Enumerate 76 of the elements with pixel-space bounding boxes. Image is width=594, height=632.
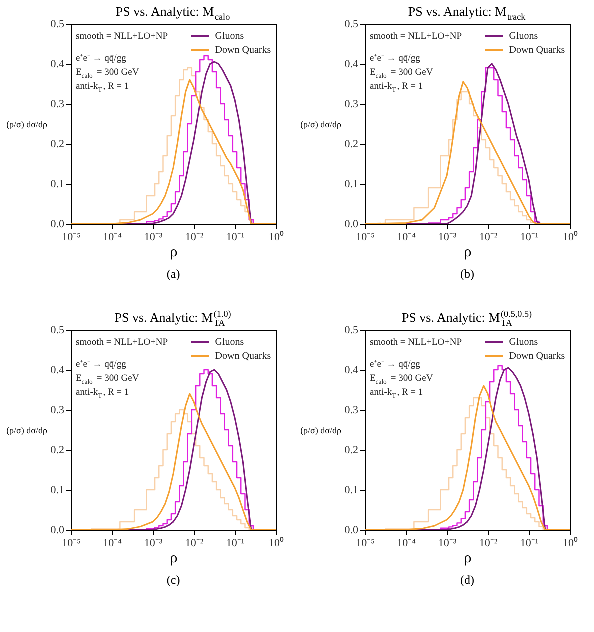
y-tick-label: 0.1 xyxy=(344,178,358,190)
text: (d) xyxy=(460,573,475,587)
annotation: e⁺e⁻ → qq̄/gg xyxy=(370,360,421,370)
x-tick-label: 10⁻³ xyxy=(144,232,164,244)
x-tick-label: 10⁰ xyxy=(269,536,284,550)
x-tick-label: 10⁻² xyxy=(479,232,498,244)
x-tick-label: 10⁻² xyxy=(185,538,204,550)
x-axis-title: ρ xyxy=(464,550,472,566)
legend-label: Gluons xyxy=(509,337,538,348)
y-tick-label: 0.5 xyxy=(50,18,65,30)
x-tick-label: 10⁻¹ xyxy=(520,538,539,550)
y-tick-label: 0.1 xyxy=(50,178,64,190)
text: (b) xyxy=(460,267,475,281)
y-tick-label: 0.5 xyxy=(50,324,65,336)
y-tick-label: 0.3 xyxy=(50,404,65,416)
y-tick-label: 0.4 xyxy=(344,58,359,70)
x-axis-title: ρ xyxy=(464,244,472,260)
x-tick-label: 10⁻⁴ xyxy=(397,538,416,550)
legend-label: Down Quarks xyxy=(509,45,566,56)
y-tick-label: 0.3 xyxy=(344,98,359,110)
y-tick-label: 0.2 xyxy=(344,138,358,150)
legend-label: Gluons xyxy=(509,31,538,42)
y-tick-label: 0.2 xyxy=(50,444,64,456)
y-tick-label: 0.0 xyxy=(50,524,65,536)
annotation: smooth = NLL+LO+NP xyxy=(370,338,462,348)
y-axis-title: (ρ/σ) dσ/dρ xyxy=(6,120,48,130)
annotation: e⁺e⁻ → qq̄/gg xyxy=(76,360,127,370)
x-tick-label: 10⁻⁵ xyxy=(62,232,82,244)
annotation: smooth = NLL+LO+NP xyxy=(76,32,168,42)
y-tick-label: 0.3 xyxy=(50,98,65,110)
x-tick-label: 10⁻³ xyxy=(438,232,458,244)
x-tick-label: 10⁰ xyxy=(563,536,578,550)
text: (c) xyxy=(166,573,180,587)
x-axis-title: ρ xyxy=(170,244,178,260)
y-tick-label: 0.2 xyxy=(344,444,358,456)
x-axis-title: ρ xyxy=(170,550,178,566)
y-axis-title: (ρ/σ) dσ/dρ xyxy=(300,120,342,130)
y-axis-title: (ρ/σ) dσ/dρ xyxy=(6,426,48,436)
x-tick-label: 10⁻¹ xyxy=(226,232,245,244)
y-tick-label: 0.1 xyxy=(50,484,64,496)
x-tick-label: 10⁻² xyxy=(185,232,204,244)
annotation: smooth = NLL+LO+NP xyxy=(76,338,168,348)
y-tick-label: 0.5 xyxy=(344,324,359,336)
y-tick-label: 0.3 xyxy=(344,404,359,416)
y-axis-title: (ρ/σ) dσ/dρ xyxy=(300,426,342,436)
legend-label: Down Quarks xyxy=(215,351,272,362)
y-tick-label: 0.2 xyxy=(50,138,64,150)
annotation: smooth = NLL+LO+NP xyxy=(370,32,462,42)
x-tick-label: 10⁻⁴ xyxy=(103,232,122,244)
x-tick-label: 10⁰ xyxy=(563,230,578,244)
legend-label: Down Quarks xyxy=(215,45,272,56)
x-tick-label: 10⁰ xyxy=(269,230,284,244)
y-tick-label: 0.0 xyxy=(50,218,65,230)
y-tick-label: 0.0 xyxy=(344,524,359,536)
y-tick-label: 0.0 xyxy=(344,218,359,230)
x-tick-label: 10⁻⁵ xyxy=(62,538,82,550)
text: (a) xyxy=(166,267,180,281)
x-tick-label: 10⁻³ xyxy=(438,538,458,550)
y-tick-label: 0.4 xyxy=(344,364,359,376)
x-tick-label: 10⁻⁴ xyxy=(103,538,122,550)
legend-label: Gluons xyxy=(215,337,244,348)
x-tick-label: 10⁻⁵ xyxy=(356,538,376,550)
annotation: e⁺e⁻ → qq̄/gg xyxy=(370,54,421,64)
y-tick-label: 0.5 xyxy=(344,18,359,30)
y-tick-label: 0.4 xyxy=(50,58,65,70)
x-tick-label: 10⁻³ xyxy=(144,538,164,550)
legend-label: Gluons xyxy=(215,31,244,42)
x-tick-label: 10⁻⁵ xyxy=(356,232,376,244)
x-tick-label: 10⁻⁴ xyxy=(397,232,416,244)
y-tick-label: 0.1 xyxy=(344,484,358,496)
x-tick-label: 10⁻¹ xyxy=(226,538,245,550)
x-tick-label: 10⁻¹ xyxy=(520,232,539,244)
annotation: e⁺e⁻ → qq̄/gg xyxy=(76,54,127,64)
y-tick-label: 0.4 xyxy=(50,364,65,376)
x-tick-label: 10⁻² xyxy=(479,538,498,550)
legend-label: Down Quarks xyxy=(509,351,566,362)
